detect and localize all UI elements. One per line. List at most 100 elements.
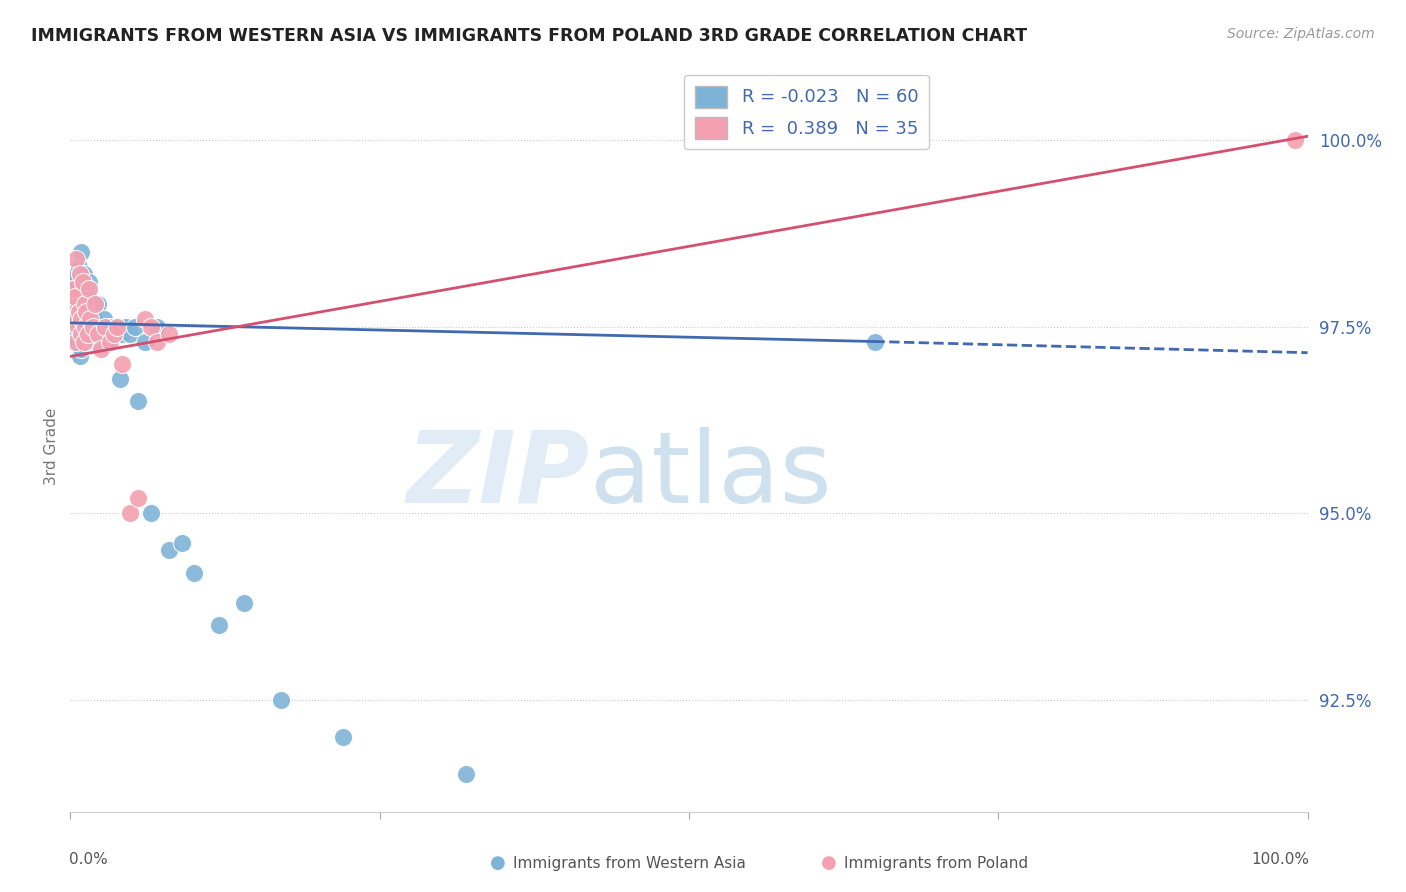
Point xyxy=(270,692,292,706)
Text: Immigrants from Western Asia: Immigrants from Western Asia xyxy=(513,856,747,871)
Point xyxy=(75,334,97,349)
Text: IMMIGRANTS FROM WESTERN ASIA VS IMMIGRANTS FROM POLAND 3RD GRADE CORRELATION CHA: IMMIGRANTS FROM WESTERN ASIA VS IMMIGRAN… xyxy=(31,27,1026,45)
Point xyxy=(70,342,93,356)
Point xyxy=(75,319,97,334)
Point xyxy=(63,290,86,304)
Point xyxy=(65,334,87,349)
Point xyxy=(146,319,169,334)
Legend: R = -0.023   N = 60, R =  0.389   N = 35: R = -0.023 N = 60, R = 0.389 N = 35 xyxy=(683,75,929,150)
Point xyxy=(134,334,156,349)
Point xyxy=(65,252,87,267)
Point xyxy=(134,312,156,326)
Point xyxy=(66,334,89,349)
Point xyxy=(69,268,91,282)
Point xyxy=(111,326,134,341)
Point xyxy=(157,326,180,341)
Point xyxy=(75,304,97,318)
Point xyxy=(62,275,84,289)
Point xyxy=(79,312,101,326)
Point xyxy=(65,304,87,318)
Point xyxy=(60,297,83,311)
Point xyxy=(146,334,169,349)
Point xyxy=(77,275,100,289)
Point xyxy=(65,282,87,296)
Point xyxy=(63,312,86,326)
Point xyxy=(332,730,354,744)
Point xyxy=(86,297,108,311)
Point xyxy=(63,319,86,334)
Point xyxy=(60,312,83,326)
Point xyxy=(105,319,128,334)
Point xyxy=(75,297,97,311)
Text: ●: ● xyxy=(821,855,837,872)
Point xyxy=(77,282,100,296)
Point xyxy=(83,312,105,326)
Point xyxy=(86,326,108,341)
Point xyxy=(76,290,98,304)
Point xyxy=(183,566,205,580)
Point xyxy=(75,297,97,311)
Text: Immigrants from Poland: Immigrants from Poland xyxy=(844,856,1028,871)
Point xyxy=(70,244,93,259)
Point xyxy=(66,297,89,311)
Point xyxy=(62,297,84,311)
Point xyxy=(72,275,94,289)
Point xyxy=(66,319,89,334)
Point xyxy=(103,326,125,341)
Point xyxy=(69,290,91,304)
Point xyxy=(98,319,121,334)
Point xyxy=(84,297,107,311)
Text: atlas: atlas xyxy=(591,426,831,524)
Text: ●: ● xyxy=(491,855,506,872)
Point xyxy=(65,290,87,304)
Point xyxy=(208,618,231,632)
Point xyxy=(115,319,138,334)
Point xyxy=(96,334,118,349)
Text: Source: ZipAtlas.com: Source: ZipAtlas.com xyxy=(1227,27,1375,41)
Point xyxy=(124,319,146,334)
Point xyxy=(62,282,84,296)
Point xyxy=(118,506,141,520)
Point xyxy=(82,319,104,334)
Point xyxy=(77,312,100,326)
Point xyxy=(73,334,96,349)
Point xyxy=(70,326,93,341)
Point xyxy=(75,319,97,334)
Point xyxy=(69,350,91,364)
Point xyxy=(72,282,94,296)
Point xyxy=(127,394,149,409)
Point xyxy=(65,268,87,282)
Point xyxy=(105,319,128,334)
Point xyxy=(72,326,94,341)
Text: 100.0%: 100.0% xyxy=(1251,852,1309,867)
Point xyxy=(65,312,87,326)
Text: 0.0%: 0.0% xyxy=(69,852,108,867)
Point xyxy=(98,334,121,349)
Text: ZIP: ZIP xyxy=(406,426,591,524)
Point xyxy=(70,312,93,326)
Point xyxy=(863,334,886,349)
Point xyxy=(232,596,254,610)
Point xyxy=(65,326,87,341)
Point xyxy=(118,326,141,341)
Point xyxy=(67,260,90,274)
Point xyxy=(93,312,115,326)
Point xyxy=(111,357,134,371)
Point xyxy=(94,319,117,334)
Point xyxy=(1284,133,1306,147)
Point xyxy=(139,319,162,334)
Point xyxy=(139,506,162,520)
Point xyxy=(67,319,90,334)
Point xyxy=(90,326,112,341)
Point xyxy=(79,326,101,341)
Point xyxy=(70,304,93,318)
Point xyxy=(170,536,193,550)
Y-axis label: 3rd Grade: 3rd Grade xyxy=(44,408,59,484)
Point xyxy=(80,304,103,318)
Point xyxy=(103,326,125,341)
Point xyxy=(84,319,107,334)
Point xyxy=(84,334,107,349)
Point xyxy=(108,372,131,386)
Point xyxy=(127,491,149,506)
Point xyxy=(73,312,96,326)
